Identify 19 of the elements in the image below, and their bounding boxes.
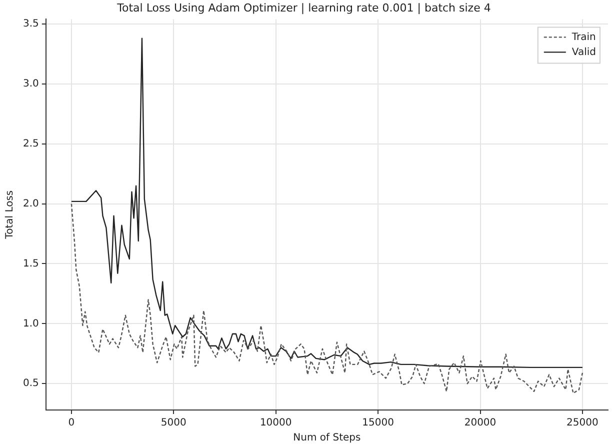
y-tick-label: 1.5: [22, 258, 39, 270]
y-tick-label: 3.5: [22, 18, 39, 30]
chart-title: Total Loss Using Adam Optimizer | learning rate 0.001 | batch size 4: [116, 1, 491, 14]
x-tick-label: 5000: [160, 418, 186, 429]
x-tick-label: 0: [68, 418, 75, 429]
x-axis-title: Num of Steps: [293, 432, 361, 444]
y-axis-title: Total Loss: [4, 190, 16, 240]
legend-label: Valid: [572, 46, 596, 58]
y-tick-label: 1.0: [22, 318, 39, 330]
legend-label: Train: [570, 32, 596, 43]
x-tick-label: 25000: [566, 418, 598, 429]
y-tick-label: 3.0: [22, 78, 39, 90]
y-tick-label: 2.0: [22, 198, 39, 210]
y-tick-label: 2.5: [22, 138, 39, 150]
x-tick-label: 10000: [260, 418, 292, 429]
line-series: [70, 203, 584, 394]
y-tick-label: 0.5: [22, 378, 39, 390]
x-tick-label: 15000: [362, 418, 394, 429]
x-tick-label: 20000: [464, 418, 496, 429]
